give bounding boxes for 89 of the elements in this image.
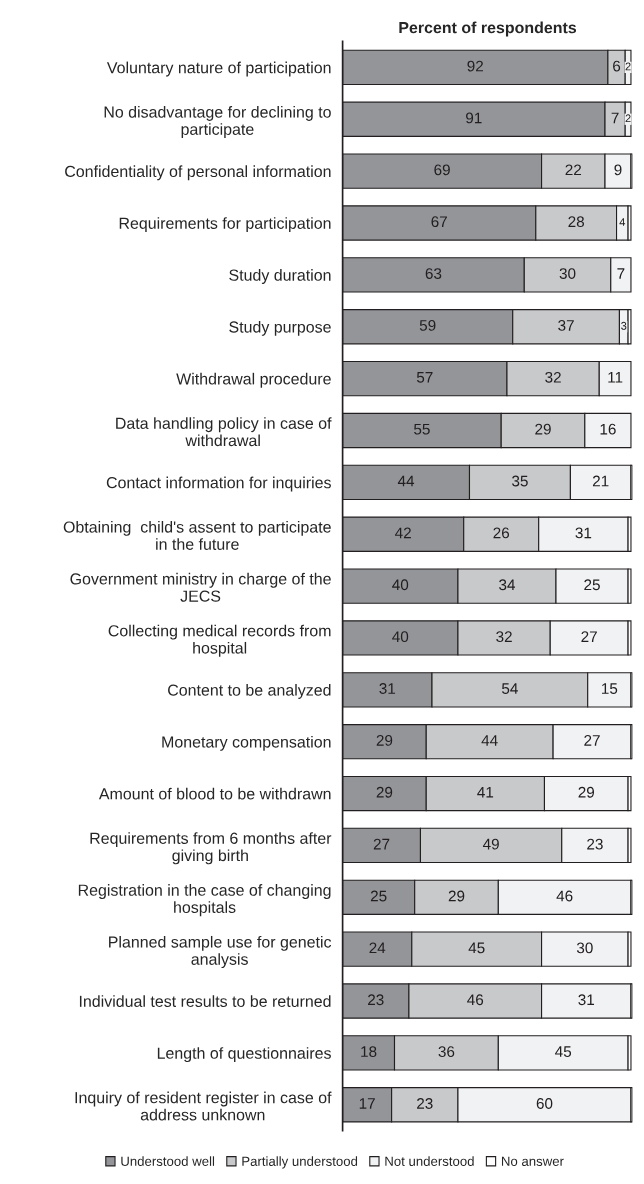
- y-tick-label: Amount of blood to be withdrawn: [98, 787, 331, 800]
- data-label: 27: [584, 734, 600, 746]
- y-tick-label: Confidentiality of personal information: [65, 165, 331, 181]
- data-label: 27: [581, 631, 597, 642]
- data-label: 29: [578, 786, 595, 798]
- data-label: 25: [584, 579, 600, 591]
- data-label: 42: [395, 527, 411, 539]
- y-tick-label: Length of questionnaires: [157, 1047, 331, 1063]
- data-label: 29: [376, 734, 393, 746]
- data-label: 23: [368, 994, 384, 1006]
- data-label: 18: [361, 1046, 377, 1058]
- y-tick-label: Government ministry in charge of the JECS: [70, 572, 331, 602]
- data-label: 6: [613, 60, 621, 72]
- data-label: 55: [414, 423, 430, 435]
- data-label: 2: [625, 62, 631, 71]
- y-tick-label: Inquiry of resident register in case of address unknown: [75, 1091, 332, 1121]
- data-label: 17: [359, 1098, 375, 1109]
- y-tick-label: Contact information for inquiries: [106, 476, 331, 492]
- y-tick-label: Collecting medical records from hospital: [108, 624, 331, 657]
- y-tick-label: Planned sample use for genetic analysis: [109, 935, 332, 969]
- data-label: 41: [477, 787, 494, 798]
- y-tick-label: Study duration: [229, 269, 331, 284]
- data-label: 45: [555, 1046, 572, 1058]
- data-label: 54: [501, 683, 518, 694]
- data-label: 11: [608, 372, 623, 383]
- y-tick-label: No disadvantage for declining to participate: [104, 106, 331, 139]
- y-tick-label: Study purpose: [229, 320, 331, 336]
- y-tick-label: Withdrawal procedure: [176, 372, 331, 388]
- data-label: 23: [417, 1098, 433, 1109]
- y-tick-label: Content to be analyzed: [168, 684, 331, 699]
- data-label: 32: [545, 371, 561, 383]
- y-tick-label: Individual test results to be returned: [79, 995, 331, 1007]
- data-label: 59: [419, 320, 436, 331]
- legend-label: Not understood: [385, 1156, 474, 1166]
- y-tick-label: Requirements for participation: [119, 217, 331, 233]
- data-label: 44: [397, 475, 415, 487]
- data-label: 26: [493, 527, 510, 539]
- data-label: 25: [370, 890, 387, 902]
- data-label: 92: [467, 60, 483, 72]
- data-label: 67: [431, 216, 447, 228]
- data-label: 24: [369, 942, 386, 954]
- data-label: 36: [438, 1046, 455, 1058]
- data-label: 16: [600, 423, 616, 435]
- data-label: 63: [425, 268, 442, 279]
- data-label: 7: [611, 112, 619, 124]
- data-label: 40: [392, 631, 409, 643]
- data-label: 29: [376, 786, 393, 798]
- data-label: 91: [466, 112, 482, 124]
- y-tick-label: Data handling policy in case of withdrawal: [116, 417, 332, 447]
- data-label: 21: [592, 475, 609, 487]
- data-label: 46: [556, 890, 573, 902]
- legend-label: No answer: [501, 1156, 564, 1166]
- data-label: 32: [496, 631, 512, 643]
- data-label: 35: [512, 475, 528, 487]
- x-axis-title: Percent of respondents: [399, 21, 577, 37]
- data-label: 4: [619, 218, 626, 226]
- data-label: 31: [575, 527, 592, 539]
- y-tick-label: Voluntary nature of participation: [106, 61, 331, 77]
- data-label: 29: [448, 890, 465, 902]
- data-label: 45: [468, 942, 485, 954]
- data-label: 30: [559, 268, 576, 279]
- data-label: 69: [434, 164, 450, 176]
- data-label: 37: [558, 320, 574, 331]
- data-label: 23: [587, 838, 603, 850]
- y-tick-label: Registration in the case of changing hospitals: [78, 884, 331, 917]
- data-label: 57: [416, 372, 433, 383]
- data-label: 28: [568, 216, 585, 228]
- data-label: 30: [576, 942, 593, 954]
- data-label: 7: [617, 268, 625, 279]
- data-label: 3: [621, 321, 627, 330]
- data-label: 22: [565, 164, 582, 176]
- data-label: 44: [481, 735, 498, 746]
- data-label: 31: [379, 683, 396, 694]
- data-label: 40: [392, 579, 409, 591]
- legend-label: Understood well: [121, 1156, 215, 1166]
- data-label: 60: [536, 1098, 553, 1109]
- y-tick-label: Monetary compensation: [162, 735, 331, 751]
- data-label: 31: [578, 994, 595, 1006]
- data-label: 15: [602, 683, 618, 694]
- y-tick-label: Obtaining child's assent to participate in the future: [63, 520, 331, 550]
- data-label: 46: [467, 994, 484, 1006]
- data-label: 49: [482, 838, 499, 850]
- legend-label: Partially understood: [242, 1156, 358, 1169]
- data-label: 29: [535, 423, 551, 435]
- data-label: 34: [499, 579, 516, 591]
- data-label: 2: [625, 114, 631, 123]
- data-label: 27: [373, 838, 390, 850]
- data-label: 9: [614, 164, 622, 176]
- y-tick-label: Requirements from 6 months after giving birth: [90, 832, 332, 865]
